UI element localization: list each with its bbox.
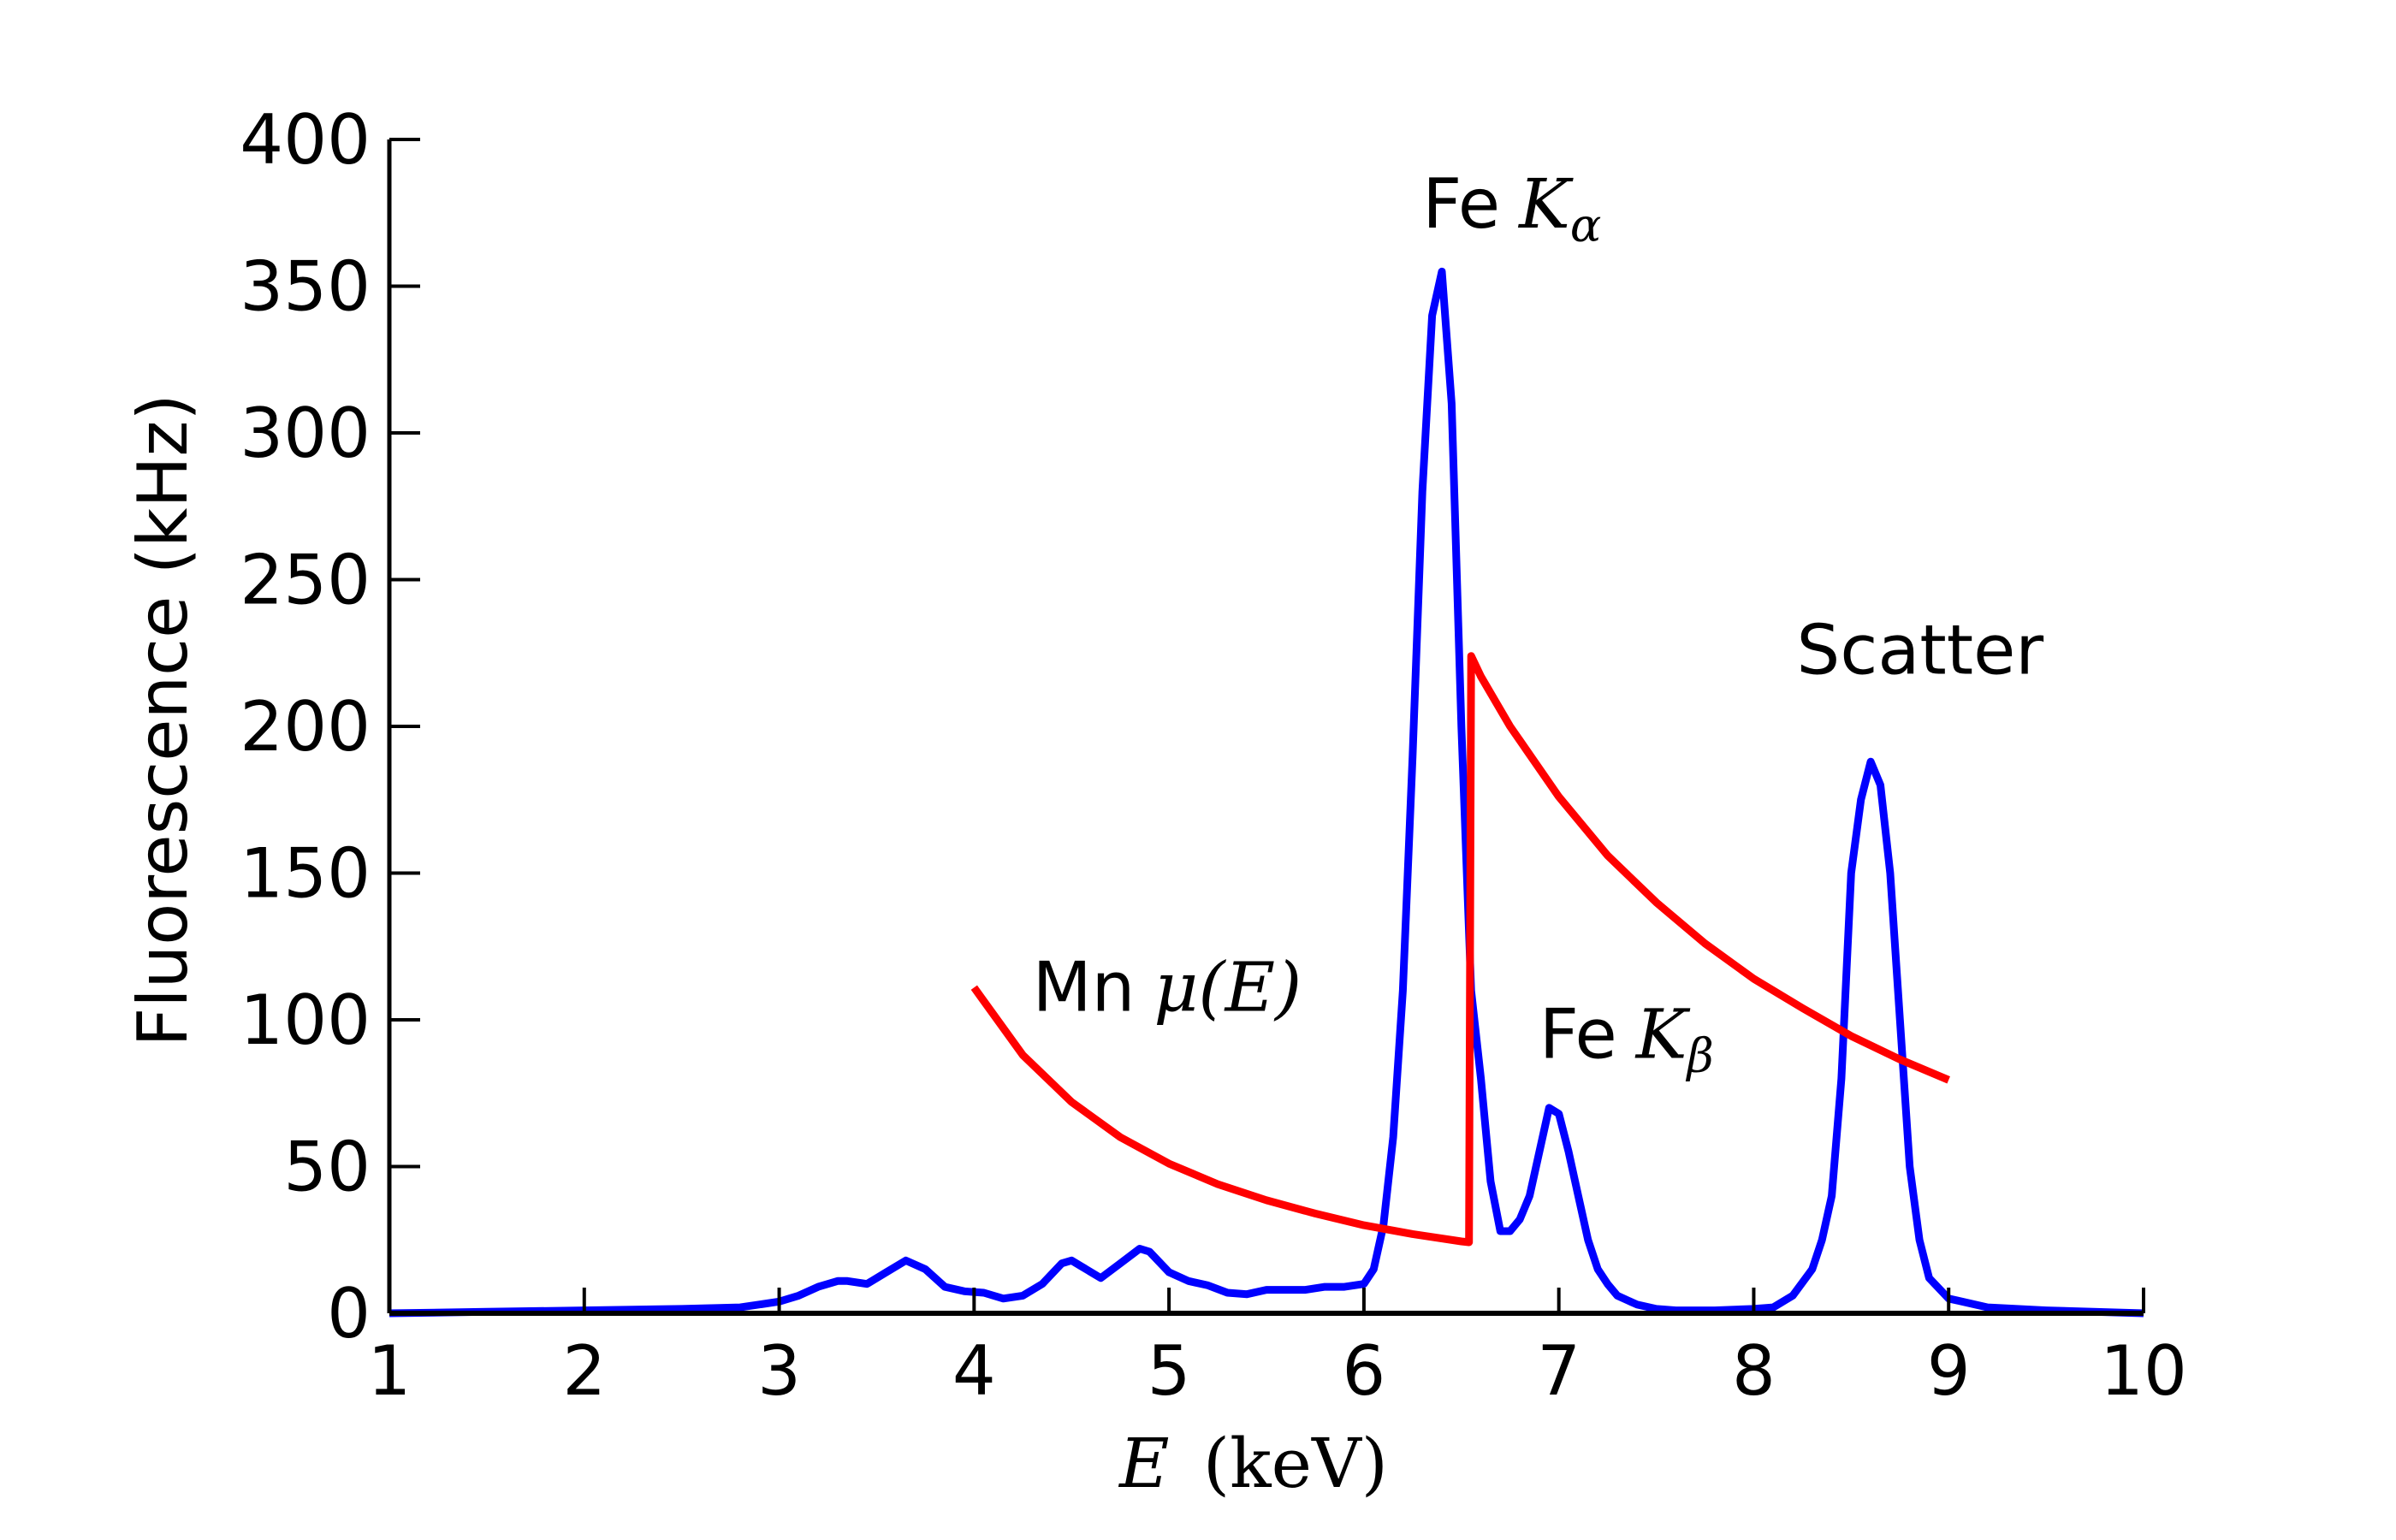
x-tick-label: 1 — [368, 1331, 412, 1411]
x-tick-label: 7 — [1537, 1331, 1581, 1411]
plot-lines — [388, 267, 2144, 1318]
axes — [387, 139, 2144, 1316]
x-tick-label: 8 — [1732, 1331, 1776, 1411]
x-axis-unit: (keV) — [1203, 1424, 1388, 1503]
x-tick-label: 2 — [562, 1331, 606, 1411]
x-axis-label: E (keV) — [1118, 1424, 1388, 1503]
annotation-label: Scatter — [1797, 610, 2044, 690]
annotation-label: Fe Kβ — [1539, 995, 1714, 1083]
y-tick-label: 250 — [240, 541, 371, 620]
y-tick-label: 100 — [240, 980, 371, 1060]
y-axis-label: Fluorescence (kHz) — [123, 394, 203, 1046]
y-tick-label: 350 — [240, 247, 371, 327]
y-tick-label: 300 — [240, 394, 371, 473]
annotations: Fe Kα Fe Kβ Scatter Mn μ(E) — [1033, 164, 2044, 1083]
x-tick-label: 5 — [1148, 1331, 1191, 1411]
x-tick-label: 6 — [1342, 1331, 1385, 1411]
y-tick-label: 0 — [327, 1274, 371, 1353]
y-tick-label: 150 — [240, 834, 371, 914]
x-tick-label: 4 — [952, 1331, 996, 1411]
y-tick-label: 200 — [240, 687, 371, 767]
series-line-2 — [970, 652, 1950, 1247]
series-line-1 — [388, 267, 2144, 1318]
x-tick-label: 10 — [2100, 1331, 2187, 1411]
annotation-label: Fe Kα — [1422, 164, 1601, 252]
y-tick-label: 400 — [240, 100, 371, 180]
x-axis-variable: E — [1118, 1424, 1169, 1503]
x-tick-label: 3 — [757, 1331, 801, 1411]
x-tick-label: 9 — [1927, 1331, 1971, 1411]
y-tick-label: 50 — [283, 1128, 371, 1207]
annotation-label: Mn μ(E) — [1033, 948, 1302, 1028]
